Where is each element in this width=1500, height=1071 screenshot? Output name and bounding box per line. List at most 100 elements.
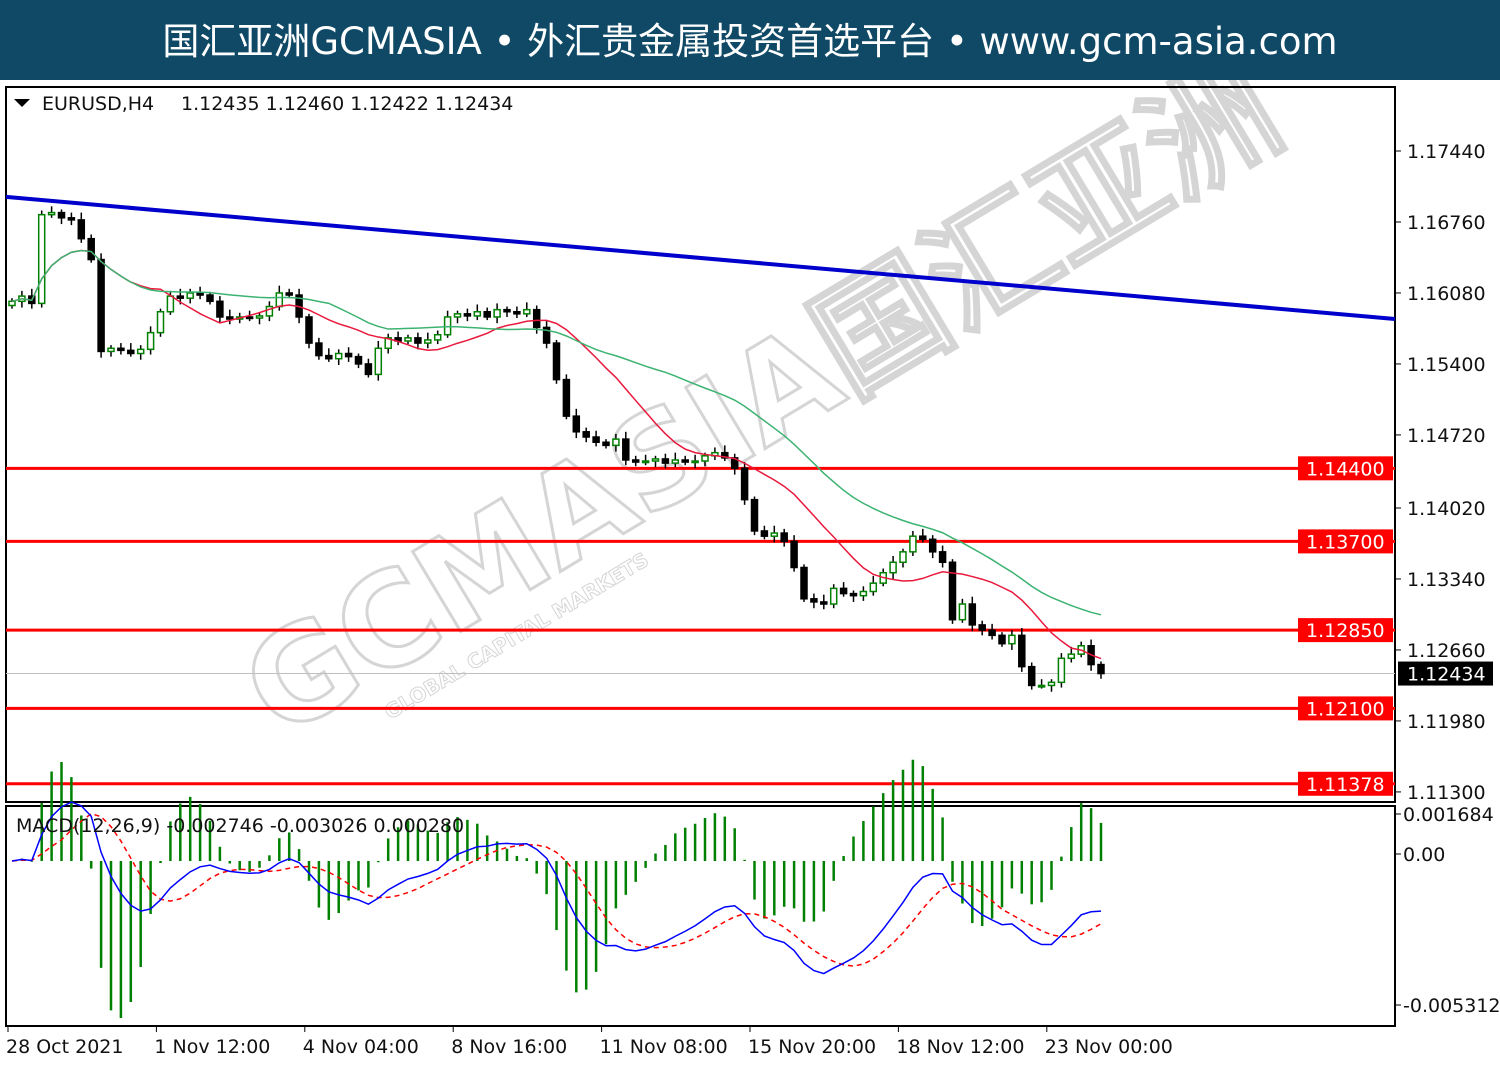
candle [839,582,848,597]
candle [869,575,878,596]
candle [740,462,749,505]
candle [1018,628,1026,672]
candle [1037,679,1046,689]
candle [681,455,689,466]
candle [820,594,828,610]
candle [968,596,977,632]
candle [948,559,957,624]
candles [8,206,1105,692]
price-tick-label: 1.16760 [1407,212,1486,234]
candle [473,304,482,321]
price-tick-label: 1.11980 [1407,711,1486,733]
ma-fast-line [11,249,1102,660]
level-price-label: 1.13700 [1306,531,1385,553]
price-tick-label: 1.17440 [1407,141,1486,163]
candle [136,345,145,360]
dropdown-triangle-icon[interactable] [14,99,30,107]
candle [334,349,343,365]
level-price-tag [1298,529,1393,554]
macd-tick-label: 0.001684 [1403,804,1494,826]
price-tick-label: 1.15400 [1407,354,1486,376]
candle [998,632,1006,647]
candle [612,433,620,452]
chart-header: EURUSD,H4 1.12435 1.12460 1.12422 1.1243… [14,93,513,115]
time-tick-label: 18 Nov 12:00 [896,1036,1024,1058]
candle [47,206,56,218]
macd-tick-label: -0.005312 [1403,995,1500,1017]
macd-main-line [11,801,1102,975]
price-tick-label: 1.14020 [1407,498,1486,520]
candle [315,337,323,360]
time-tick-label: 1 Nov 12:00 [154,1036,270,1058]
candle [582,427,590,443]
candle [909,530,917,557]
candle [1047,679,1056,692]
candle [671,452,680,468]
candle [572,408,581,439]
candle [958,598,967,623]
candle [404,334,412,345]
candle [1057,653,1066,688]
candle [928,535,937,559]
candle [127,343,135,357]
candle [1067,646,1076,663]
time-axis: 28 Oct 2021 1 Nov 12:00 4 Nov 04:00 8 Nov 1… [6,1026,1173,1058]
candle [562,374,571,420]
candle [226,309,234,325]
candle [641,454,650,466]
candle [483,307,491,321]
ma-slow-line [11,249,1102,616]
time-tick-label: 11 Nov 08:00 [600,1036,728,1058]
candle [374,340,383,381]
candle [800,564,808,602]
candle [849,590,858,602]
candle [384,333,392,354]
level-price-label: 1.11378 [1306,774,1385,796]
candle [889,556,897,579]
candle [424,332,432,349]
watermark: GCMASIA国汇亚洲 GLOBAL CAPITAL MARKETS [218,80,1306,768]
current-price-label: 1.12434 [1407,664,1486,686]
candle [978,620,986,636]
trendline[interactable] [5,194,1396,321]
price-axis: 1.17440 1.16760 1.16080 1.15400 1.14720 1.140… [1395,141,1486,804]
candle [1097,661,1105,679]
watermark-text: GCMASIA国汇亚洲 [219,80,1304,767]
price-tick-label: 1.14720 [1407,425,1486,447]
candle [542,321,551,349]
candle [8,298,16,309]
main-panel-frame [5,86,1396,803]
candle [156,308,165,337]
candle [780,528,788,547]
candle [750,496,759,536]
candle [285,288,293,299]
level-price-tag [1298,456,1393,481]
candle [186,288,194,304]
candle [552,339,561,384]
time-tick-label: 23 Nov 00:00 [1045,1036,1173,1058]
candle [344,347,353,362]
candle [87,234,95,263]
candle [146,326,155,355]
candle [503,306,511,317]
candle [77,212,86,243]
chart-area[interactable]: GCMASIA国汇亚洲 GLOBAL CAPITAL MARKETS 1.174… [0,80,1500,1071]
macd-panel-frame [5,805,1396,1027]
candle [67,212,76,226]
candle [37,210,46,308]
candle [325,348,333,362]
symbol-label: EURUSD,H4 [42,93,154,115]
candle [433,330,442,345]
candle [622,431,630,466]
candle [453,310,462,324]
candle [493,303,501,324]
candle [790,535,798,572]
macd-tick-label: 0.00 [1403,844,1445,866]
current-price-tag [1398,661,1493,686]
candle [117,343,125,355]
candle [206,291,214,305]
level-price-label: 1.12100 [1306,698,1385,720]
macd-label: MACD(12,26,9) -0.002746 -0.003026 0.0002… [16,815,464,837]
level-price-tag [1298,771,1393,796]
candle [691,454,699,469]
